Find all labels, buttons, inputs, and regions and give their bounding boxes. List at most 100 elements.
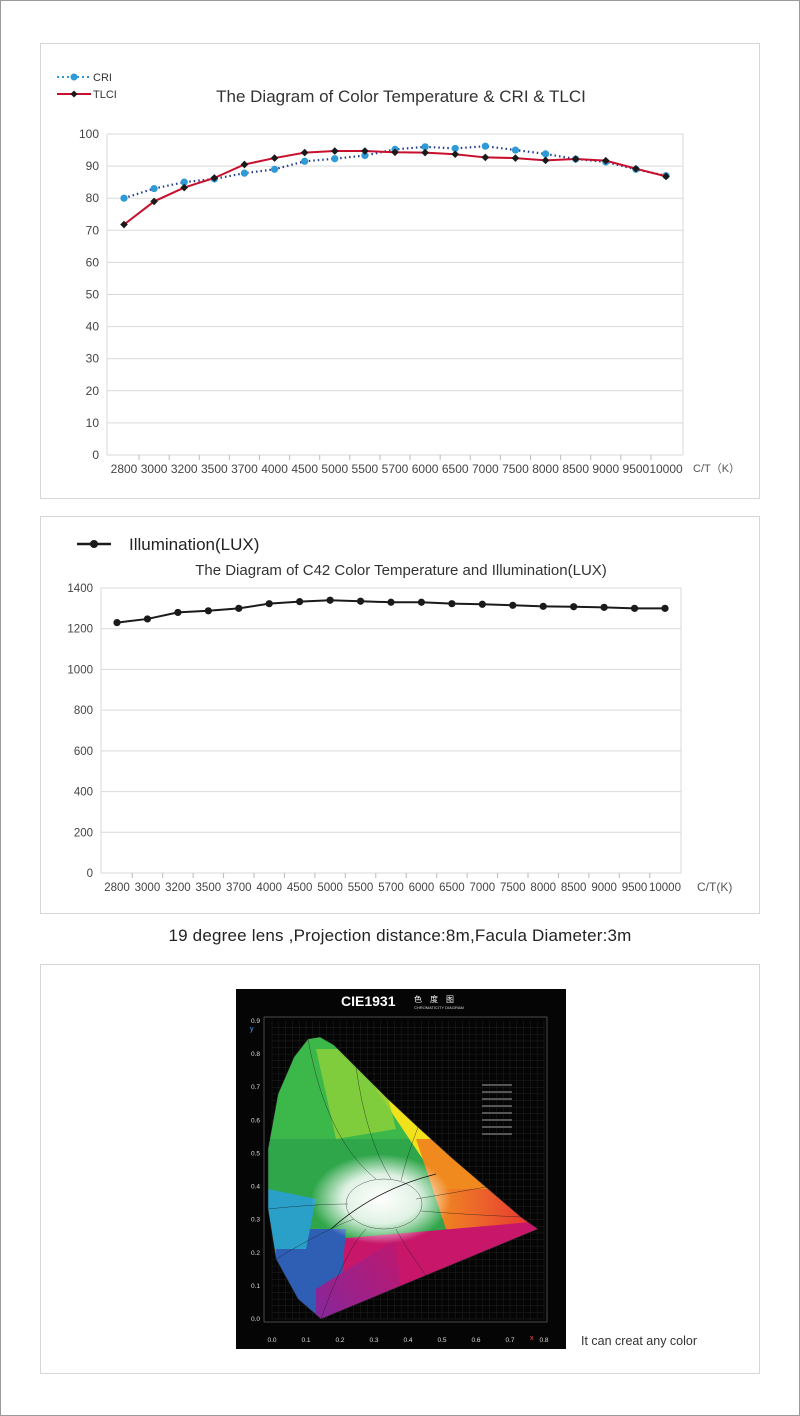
y-tick-label: 30 — [86, 352, 100, 366]
cie-x-tick-label: 0.2 — [335, 1337, 344, 1344]
y-tick-label: 50 — [86, 288, 100, 302]
x-tick-label: 9000 — [591, 882, 617, 894]
data-point — [539, 602, 547, 610]
data-point — [661, 604, 669, 612]
cie-y-tick-label: 0.2 — [251, 1250, 260, 1257]
legend: Illumination(LUX) — [77, 535, 259, 554]
data-point — [235, 604, 243, 612]
x-tick-label: 3000 — [141, 462, 168, 476]
data-point — [240, 160, 249, 169]
cie-x-tick-label: 0.0 — [267, 1337, 276, 1344]
y-tick-label: 0 — [92, 448, 99, 462]
x-tick-label: 2800 — [111, 462, 138, 476]
x-tick-label: 9000 — [592, 462, 619, 476]
data-point — [296, 598, 304, 606]
x-tick-label: 6000 — [412, 462, 439, 476]
data-point — [509, 601, 517, 609]
data-point — [113, 619, 121, 627]
x-tick-label: 3200 — [165, 882, 191, 894]
data-point — [481, 142, 489, 150]
cie-y-axis-label: y — [250, 1026, 254, 1033]
chart-title: The Diagram of Color Temperature & CRI &… — [216, 87, 586, 106]
data-point — [210, 174, 219, 182]
data-point — [240, 169, 249, 177]
data-point — [120, 220, 128, 229]
y-tick-label: 1000 — [67, 664, 93, 676]
data-point — [270, 154, 279, 162]
any-color-note: It can creat any color — [581, 1334, 698, 1348]
legend: CRI TLCI — [57, 72, 117, 101]
data-point — [361, 151, 369, 160]
x-tick-label: 8500 — [562, 462, 589, 476]
cie-title-en: CHROMATICITY DIAGRAM — [414, 1005, 464, 1010]
y-tick-label: 1400 — [67, 583, 93, 595]
x-tick-label: 10000 — [649, 462, 683, 476]
x-tick-label: 8500 — [561, 882, 587, 894]
x-tick-label: 7500 — [502, 462, 529, 476]
x-tick-label: 5500 — [348, 882, 374, 894]
data-point — [180, 183, 189, 192]
cie-title: CIE1931 — [341, 993, 396, 1009]
data-point — [571, 155, 580, 163]
lens-caption: 19 degree lens ,Projection distance:8m,F… — [168, 926, 632, 945]
x-tick-label: 9500 — [622, 882, 648, 894]
x-tick-label: 7000 — [472, 462, 499, 476]
cie-y-tick-label: 0.7 — [251, 1084, 260, 1091]
x-tick-label: 3500 — [196, 882, 222, 894]
data-point — [448, 600, 456, 608]
x-tick-label: 5500 — [352, 462, 379, 476]
x-tick-label: 6500 — [442, 462, 469, 476]
data-point — [541, 156, 550, 165]
data-point — [541, 150, 550, 158]
x-tick-label: 8000 — [530, 882, 556, 894]
data-point — [180, 178, 188, 186]
cie-x-axis-label: x — [530, 1335, 534, 1342]
x-tick-label: 5000 — [317, 882, 343, 894]
data-point — [120, 194, 128, 202]
cie-x-tick-label: 0.1 — [301, 1337, 310, 1344]
y-tick-label: 90 — [86, 159, 100, 173]
x-tick-label: 2800 — [104, 882, 130, 894]
data-point — [421, 148, 429, 157]
data-point — [511, 154, 520, 162]
legend-illumination: Illumination(LUX) — [129, 535, 259, 554]
x-tick-label: 3200 — [171, 462, 198, 476]
cie-x-tick-label: 0.8 — [539, 1337, 548, 1344]
cie-title-cn: 色 度 图 — [414, 994, 454, 1004]
series-line-tlci — [123, 150, 667, 226]
x-tick-label: 4500 — [291, 462, 318, 476]
x-tick-label: 9500 — [623, 462, 650, 476]
legend-cri: CRI — [93, 72, 112, 84]
x-tick-label: 3700 — [231, 462, 258, 476]
x-tick-label: 3700 — [226, 882, 252, 894]
data-point — [481, 153, 490, 162]
x-tick-label: 6000 — [409, 882, 435, 894]
y-tick-label: 80 — [86, 191, 100, 205]
data-point — [662, 172, 670, 181]
cie-panel: CIE1931 色 度 图 CHROMATICITY DIAGRAM — [40, 964, 760, 1374]
data-point — [632, 164, 640, 173]
x-tick-label: 8000 — [532, 462, 559, 476]
data-point — [387, 598, 395, 606]
data-point — [417, 598, 426, 606]
data-point — [478, 600, 486, 608]
cie-x-tick-label: 0.4 — [403, 1337, 412, 1344]
cri-tlci-chart: The Diagram of Color Temperature & CRI &… — [57, 72, 740, 476]
legend-tlci: TLCI — [93, 89, 117, 101]
cie-chromaticity-diagram: CIE1931 色 度 图 CHROMATICITY DIAGRAM — [236, 989, 566, 1349]
data-point — [451, 144, 459, 153]
y-tick-label: 0 — [87, 868, 93, 880]
x-axis-label: C/T（K） — [693, 462, 740, 475]
y-tick-label: 200 — [74, 827, 93, 839]
data-point — [331, 155, 339, 163]
data-point — [356, 597, 365, 605]
data-point — [270, 165, 279, 173]
x-tick-label: 7500 — [500, 882, 526, 894]
cie-x-tick-label: 0.5 — [437, 1337, 446, 1344]
data-point — [301, 157, 309, 165]
data-point — [330, 147, 339, 155]
y-tick-label: 70 — [86, 223, 100, 237]
illumination-chart: Illumination(LUX) The Diagram of C42 Col… — [67, 535, 732, 894]
x-tick-label: 5000 — [321, 462, 348, 476]
x-tick-label: 4500 — [287, 882, 313, 894]
